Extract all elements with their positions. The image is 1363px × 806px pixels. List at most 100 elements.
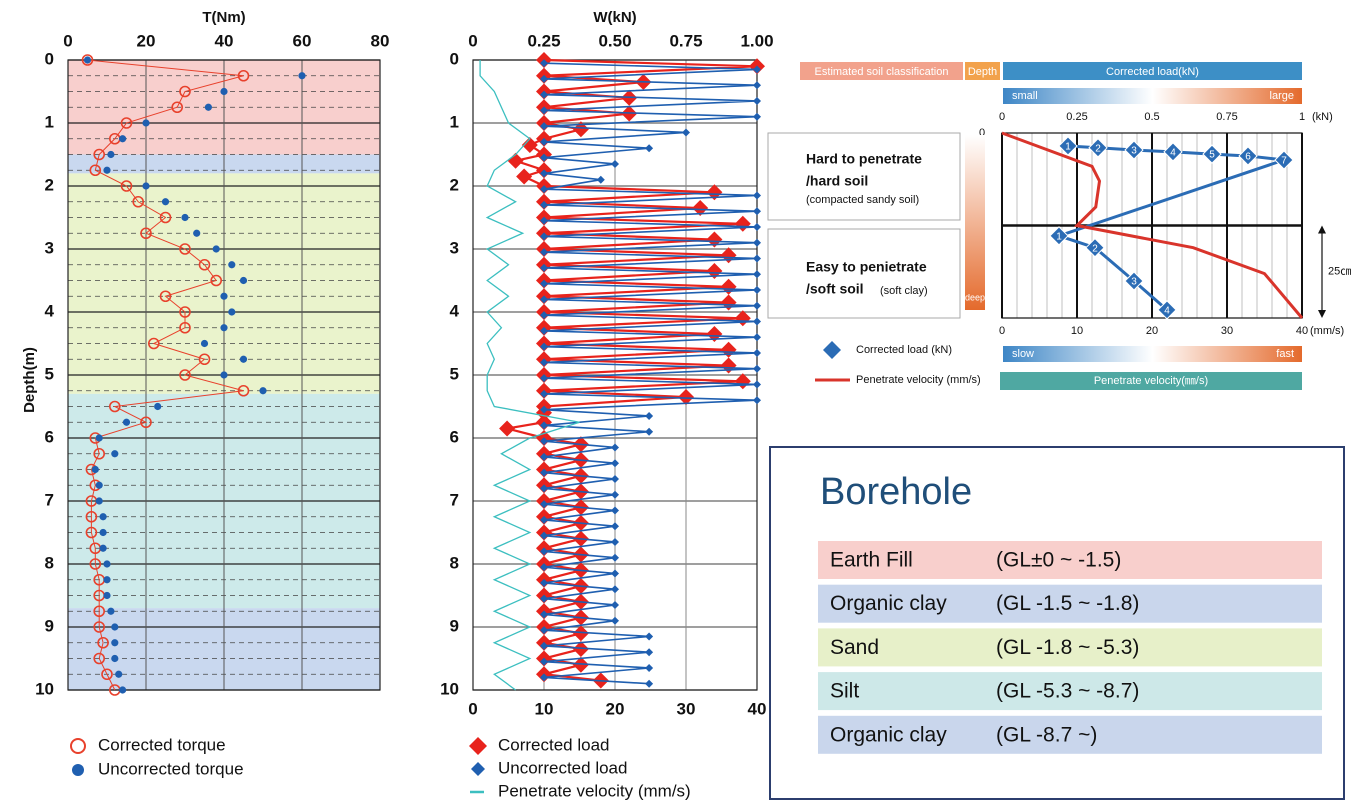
x2-tick-label: 10	[535, 699, 554, 718]
scale-label: slow	[1012, 348, 1034, 360]
marker	[99, 528, 107, 537]
marker	[540, 610, 548, 619]
marker	[753, 65, 761, 74]
marker	[572, 656, 589, 673]
marker	[115, 670, 123, 678]
marker	[103, 576, 111, 584]
velocity-scale-bar	[1003, 346, 1302, 362]
marker	[720, 341, 737, 358]
marker	[753, 222, 761, 231]
borehole-title: Borehole	[820, 471, 972, 513]
marker	[540, 74, 548, 83]
marker	[540, 594, 548, 603]
marker	[720, 357, 737, 374]
point-label: 1	[1065, 142, 1071, 153]
zone-note: (soft clay)	[880, 285, 928, 297]
marker	[611, 585, 619, 594]
x2-tick-label: 40	[748, 699, 767, 718]
marker	[93, 148, 105, 161]
marker	[540, 437, 548, 446]
marker	[540, 279, 548, 288]
marker	[1202, 144, 1222, 164]
x-tick-label: 0	[468, 31, 477, 50]
marker	[753, 396, 761, 405]
x2-tick-label: 20	[606, 699, 625, 718]
marker	[540, 500, 548, 509]
borehole-row	[818, 541, 1322, 579]
soil-range: (GL±0 ~ -1.5)	[996, 549, 1121, 572]
y-tick-label: 4	[450, 301, 460, 320]
marker	[1157, 300, 1177, 320]
marker	[220, 371, 228, 379]
load-scale-bar	[1003, 88, 1302, 104]
header-label: Corrected load(kN)	[1106, 66, 1199, 78]
legend-swatch	[70, 738, 86, 754]
marker	[93, 447, 105, 460]
marker	[99, 544, 107, 552]
x2-tick-label: 30	[677, 699, 696, 718]
y-tick-label: 0	[979, 127, 985, 139]
marker	[109, 400, 121, 413]
marker	[753, 348, 761, 357]
point-label: 2	[1095, 143, 1101, 154]
marker	[228, 261, 236, 269]
marker	[753, 191, 761, 200]
marker	[611, 616, 619, 625]
marker	[179, 369, 191, 381]
marker	[540, 169, 548, 178]
marker	[611, 537, 619, 546]
series-line	[543, 62, 758, 685]
marker	[720, 294, 737, 311]
x-tick-label: 1	[1299, 111, 1305, 123]
soil-range: (GL -8.7 ~)	[996, 723, 1097, 746]
y-tick-label: 1	[450, 112, 459, 131]
marker	[734, 373, 751, 390]
y-tick-label: 5	[45, 364, 54, 383]
marker	[645, 144, 654, 153]
marker	[179, 85, 191, 98]
marker	[753, 96, 761, 105]
marker	[540, 389, 548, 398]
marker	[259, 387, 267, 395]
marker	[298, 72, 306, 80]
x-tick-label: 80	[371, 31, 390, 50]
marker	[753, 81, 761, 90]
marker	[753, 112, 761, 121]
marker	[159, 290, 172, 303]
marker	[645, 648, 654, 657]
series-line	[479, 60, 580, 691]
marker	[611, 474, 619, 483]
marker	[611, 159, 619, 168]
zone-note: (compacted sandy soil)	[806, 194, 919, 206]
header-bar	[800, 62, 963, 80]
depth-scale-label: deep	[965, 292, 985, 302]
marker	[540, 263, 548, 272]
zone-frame	[767, 228, 961, 319]
zone-frame	[767, 132, 961, 221]
marker	[103, 591, 111, 600]
marker	[540, 641, 548, 650]
marker	[706, 184, 723, 201]
x-tick-label: 0.25	[1066, 111, 1087, 123]
y-tick-label: 2	[450, 175, 459, 194]
marker	[753, 301, 761, 310]
marker	[210, 274, 222, 287]
marker	[200, 339, 209, 348]
borehole-row	[818, 715, 1322, 754]
x2-tick-label: 40	[1296, 325, 1308, 337]
y-tick-label: 3	[450, 238, 459, 257]
x2-title: Penetrate velocity(㎜/s)	[1094, 375, 1208, 387]
point-label: 4	[1164, 306, 1170, 317]
marker	[611, 569, 619, 578]
marker	[89, 558, 102, 570]
point-label: 4	[1170, 148, 1176, 159]
marker	[1049, 226, 1069, 246]
marker	[540, 153, 548, 162]
marker	[1274, 150, 1294, 170]
plot-frame	[472, 59, 758, 691]
marker	[239, 276, 248, 285]
marker	[596, 175, 605, 184]
marker	[499, 420, 516, 437]
marker	[645, 663, 654, 672]
marker	[540, 90, 548, 99]
